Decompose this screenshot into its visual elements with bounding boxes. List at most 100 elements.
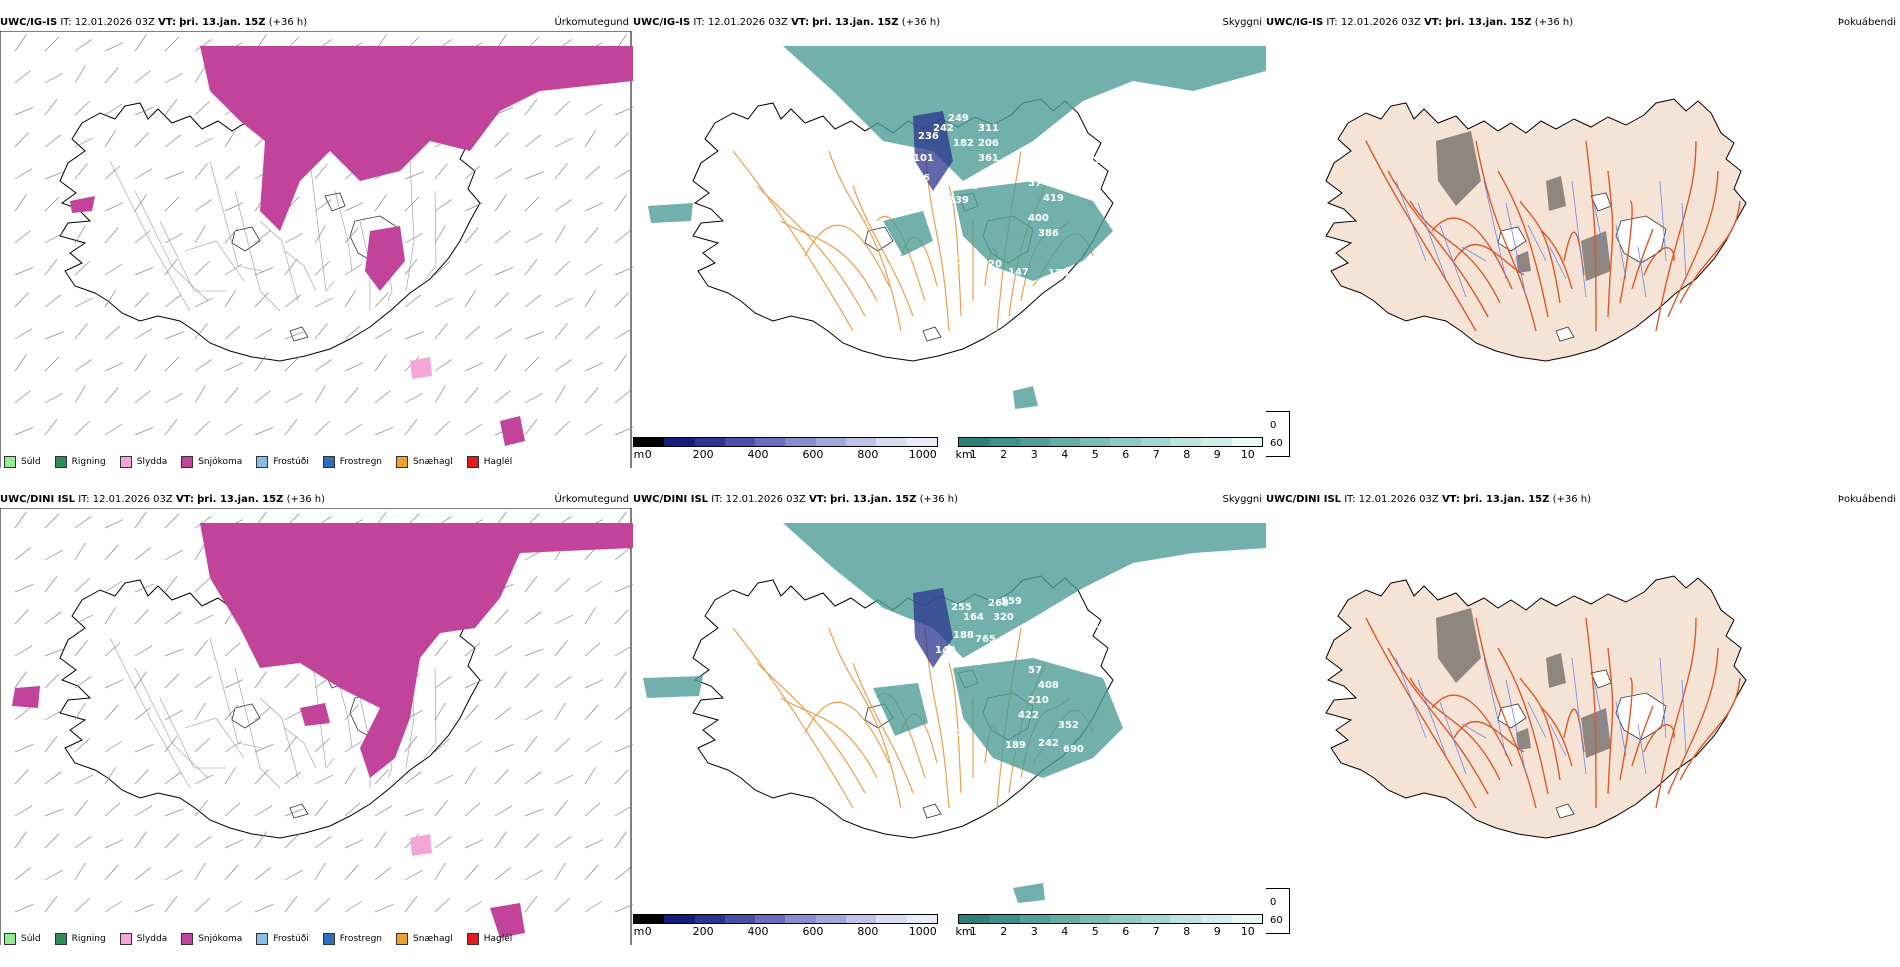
wind-barb [314, 836, 332, 849]
legend-swatch [396, 933, 409, 945]
legend-label: Slydda [136, 934, 168, 944]
wind-barb [254, 903, 274, 913]
wind-barb [74, 297, 93, 308]
iceland-land [1325, 98, 1747, 362]
scale-segment [1080, 915, 1111, 923]
wind-barb [284, 771, 302, 785]
wind-barb [74, 738, 90, 753]
wind-barb [614, 230, 631, 244]
wind-barb [74, 421, 90, 436]
panel-header: UWC/DINI ISL IT: 12.01.2026 03Z VT: þri.… [1266, 494, 1900, 510]
wind-barb [224, 263, 242, 276]
wind-barb [104, 642, 121, 657]
glacier [1497, 226, 1527, 252]
scale-segment [815, 915, 847, 923]
visibility-value-label: 101 [913, 153, 934, 164]
wind-barb [14, 609, 29, 625]
visibility-value-label: 188 [953, 630, 974, 641]
wind-barb [554, 101, 570, 116]
wind-barb [284, 258, 298, 276]
wind-barb [584, 325, 601, 340]
scale-segment [1140, 438, 1172, 446]
wind-barb [224, 227, 239, 244]
scale-segment [694, 915, 725, 923]
road [1619, 677, 1633, 781]
visibility-value-label: 412 [1078, 423, 1099, 434]
fog-indicator-area [1546, 176, 1566, 211]
visibility-value-label: 493 [1053, 612, 1074, 623]
wind-barb [314, 421, 330, 436]
valid-time: þri. 13.jan. 15Z [1445, 17, 1532, 28]
wind-barb [224, 802, 241, 817]
wind-barb [14, 671, 27, 689]
wind-barb [134, 70, 151, 84]
wind-barb [404, 735, 418, 753]
wind-barb [14, 805, 33, 817]
scale-segment [906, 438, 937, 446]
wind-barb [374, 805, 393, 817]
legend-swatch [322, 456, 335, 468]
wind-barb [554, 800, 568, 817]
wind-barb [614, 831, 627, 849]
scale-segment [785, 438, 816, 446]
wind-barb [224, 679, 244, 689]
wind-barb [314, 898, 330, 913]
wind-barb [464, 679, 484, 689]
wind-barb [134, 707, 151, 721]
wind-barb [374, 831, 387, 849]
wind-barb [464, 642, 481, 657]
wind-barb [74, 640, 88, 657]
visibility-value-label: 164 [963, 612, 984, 623]
scale-tick: 2 [1000, 925, 1008, 938]
scale-tick: 4 [1061, 925, 1069, 938]
wind-barb [524, 98, 538, 116]
wind-barb [164, 258, 178, 276]
wind-barb [464, 227, 479, 244]
scale-tick: 6 [1122, 448, 1130, 461]
iceland-land [1325, 575, 1747, 839]
road [1563, 708, 1585, 753]
scale-segment [815, 438, 847, 446]
wind-barb [554, 862, 566, 881]
scale-segment [634, 438, 665, 446]
wind-barb [194, 640, 208, 657]
low-visibility-area [953, 181, 1113, 281]
wind-barb [14, 168, 33, 180]
wind-barb [614, 426, 633, 436]
road [1475, 617, 1537, 809]
wind-barb [584, 165, 601, 180]
wind-barb [404, 331, 424, 340]
it-label: IT: [711, 494, 723, 505]
wind-barb [194, 898, 210, 913]
legend-label: Rigning [71, 457, 106, 467]
wind-barb [44, 895, 58, 913]
wind-barb [224, 165, 241, 180]
wind-barb [344, 864, 359, 881]
wind-barb [134, 194, 147, 212]
wind-barb [44, 392, 63, 404]
wind-barb [494, 132, 509, 148]
fog-legend-label: 60 [1270, 914, 1283, 926]
scale-segment [755, 438, 786, 446]
wind-barb [164, 869, 183, 881]
wind-barb [584, 802, 601, 817]
scale-segment [785, 915, 816, 923]
wind-barb [404, 869, 423, 881]
visibility-value-label: 479 [1073, 920, 1094, 928]
wind-barb [554, 898, 570, 913]
precip-map [0, 31, 633, 468]
wind-barb [284, 735, 298, 753]
scale-segment [634, 915, 665, 923]
wind-barb [104, 802, 121, 817]
wind-barb [584, 839, 604, 849]
legend-item: Frostregn [322, 933, 382, 945]
scale-segment [1110, 438, 1141, 446]
wind-barb [434, 359, 452, 372]
visibility-value-label: 182 [953, 138, 974, 149]
wind-barb [584, 202, 604, 212]
wind-barb [164, 673, 180, 689]
valid-time: þri. 13.jan. 15Z [830, 494, 917, 505]
visibility-value-label: 408 [1038, 680, 1059, 691]
wind-barb [614, 903, 633, 913]
wind-barb [104, 740, 122, 753]
